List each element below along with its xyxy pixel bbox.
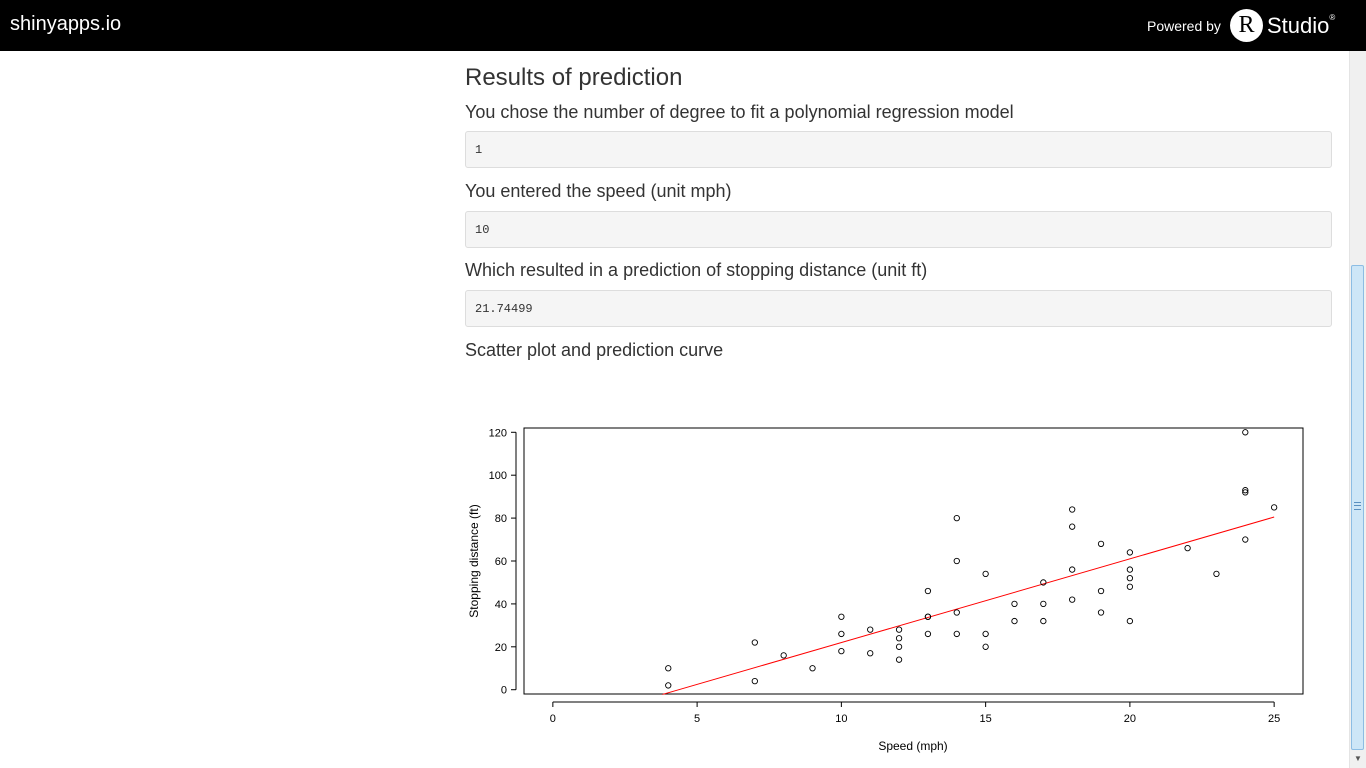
data-point	[895, 635, 903, 642]
x-axis-label: Speed (mph)	[878, 739, 947, 753]
data-point	[1040, 600, 1047, 608]
scroll-down-arrow-icon[interactable]: ▼	[1354, 754, 1362, 763]
data-point	[1126, 617, 1134, 625]
data-point	[1126, 549, 1134, 556]
y-tick-label: 80	[495, 513, 507, 525]
data-point	[924, 587, 932, 595]
data-point	[1069, 596, 1076, 603]
data-point	[838, 613, 845, 620]
data-point	[1097, 609, 1105, 616]
data-point	[1069, 523, 1076, 530]
results-heading: Results of prediction	[465, 64, 683, 91]
data-point	[838, 647, 845, 655]
data-point	[953, 630, 960, 638]
powered-by-text: Powered by	[1147, 18, 1221, 34]
data-point	[1011, 600, 1018, 608]
data-point	[1011, 617, 1018, 625]
scrollbar-grip-icon	[1354, 502, 1361, 510]
x-tick-label: 15	[980, 713, 992, 725]
data-point	[982, 570, 989, 578]
data-points	[665, 429, 1278, 689]
y-tick-label: 120	[489, 427, 507, 439]
y-tick-label: 20	[495, 642, 507, 654]
data-point	[1069, 506, 1076, 513]
data-point	[895, 643, 903, 650]
data-point	[1040, 617, 1047, 625]
data-point	[1242, 489, 1249, 496]
x-tick-label: 25	[1268, 713, 1280, 725]
x-tick-label: 0	[550, 713, 556, 725]
data-point	[665, 682, 672, 689]
data-point	[780, 652, 787, 659]
plot-label: Scatter plot and prediction curve	[465, 340, 724, 360]
data-point	[1097, 540, 1105, 547]
data-point	[1126, 575, 1134, 582]
data-point	[953, 514, 960, 522]
x-tick-label: 10	[835, 713, 847, 725]
prediction-curve	[662, 516, 1275, 695]
data-point	[1097, 587, 1105, 595]
data-point	[953, 557, 960, 565]
data-point	[1040, 579, 1047, 586]
data-point	[1242, 429, 1249, 436]
degree-label: You chose the number of degree to fit a …	[465, 102, 1014, 122]
degree-output: 1	[465, 131, 1332, 168]
speed-label: You entered the speed (unit mph)	[465, 181, 732, 201]
y-tick-label: 100	[489, 470, 507, 482]
data-point	[953, 609, 960, 616]
data-point	[751, 639, 758, 646]
data-point	[1270, 504, 1278, 511]
data-point	[1242, 487, 1249, 494]
x-axis: 0 5 10 15 20 25	[550, 701, 1280, 725]
data-point	[1213, 570, 1220, 578]
y-axis: 0 20 40 60 80 100 120	[489, 427, 517, 697]
rstudio-logo-icon[interactable]: R	[1230, 9, 1263, 42]
data-point	[665, 665, 672, 672]
plot-frame	[523, 427, 1304, 695]
prediction-output: 21.74499	[465, 290, 1332, 327]
scrollbar-thumb[interactable]	[1351, 265, 1364, 750]
result-label: Which resulted in a prediction of stoppi…	[465, 260, 928, 280]
x-tick-label: 5	[694, 713, 700, 725]
brand-link[interactable]: shinyapps.io	[10, 13, 122, 35]
y-tick-label: 40	[495, 599, 507, 611]
data-point	[1184, 544, 1191, 552]
data-point	[838, 630, 845, 638]
data-point	[867, 650, 874, 657]
rstudio-logo-text[interactable]: Studio®	[1267, 13, 1335, 39]
x-tick-label: 20	[1124, 713, 1136, 725]
data-point	[924, 630, 932, 638]
top-navbar: shinyapps.io Powered by R Studio®	[0, 0, 1366, 51]
data-point	[1242, 536, 1249, 543]
data-point	[895, 626, 903, 633]
data-point	[1126, 566, 1134, 573]
data-point	[1069, 566, 1076, 573]
y-tick-label: 60	[495, 556, 507, 568]
y-axis-label: Stopping distance (ft)	[467, 504, 481, 617]
data-point	[1126, 583, 1134, 590]
speed-output: 10	[465, 211, 1332, 248]
data-point	[895, 656, 903, 663]
rstudio-logo-word: Studio	[1267, 13, 1330, 38]
data-point	[751, 677, 758, 685]
data-point	[809, 665, 816, 672]
scatter-plot: 0 5 10 15 20 25 0 20 40 60 80 100 120 Speed (mph) S…	[467, 427, 1304, 753]
registered-mark: ®	[1329, 13, 1336, 22]
data-point	[867, 626, 874, 633]
data-point	[982, 643, 989, 650]
data-point	[924, 613, 932, 620]
data-point	[982, 630, 989, 638]
y-tick-label: 0	[501, 685, 507, 697]
